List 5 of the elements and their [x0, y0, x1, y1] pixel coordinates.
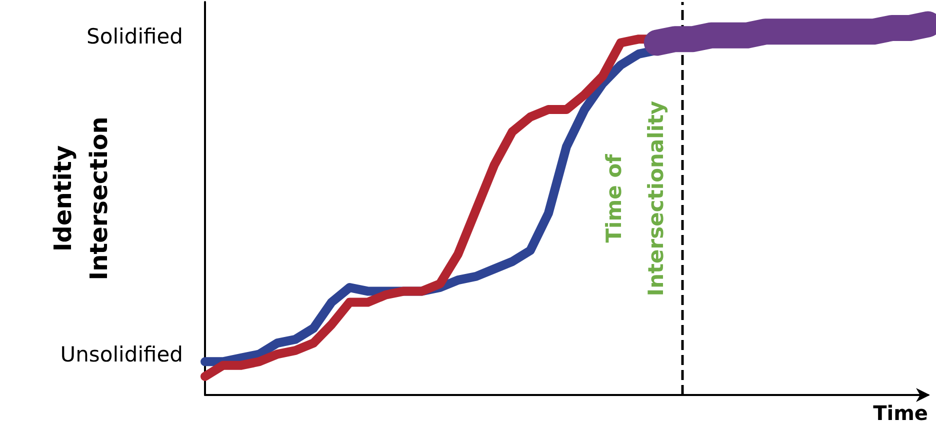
y-axis-title: Identity Intersection: [49, 116, 113, 280]
text: Solidified: [86, 24, 184, 48]
text: Unsolidified: [60, 342, 183, 366]
x-axis-title: Time: [873, 401, 928, 425]
annotation: Time of Intersectionality: [602, 100, 668, 296]
